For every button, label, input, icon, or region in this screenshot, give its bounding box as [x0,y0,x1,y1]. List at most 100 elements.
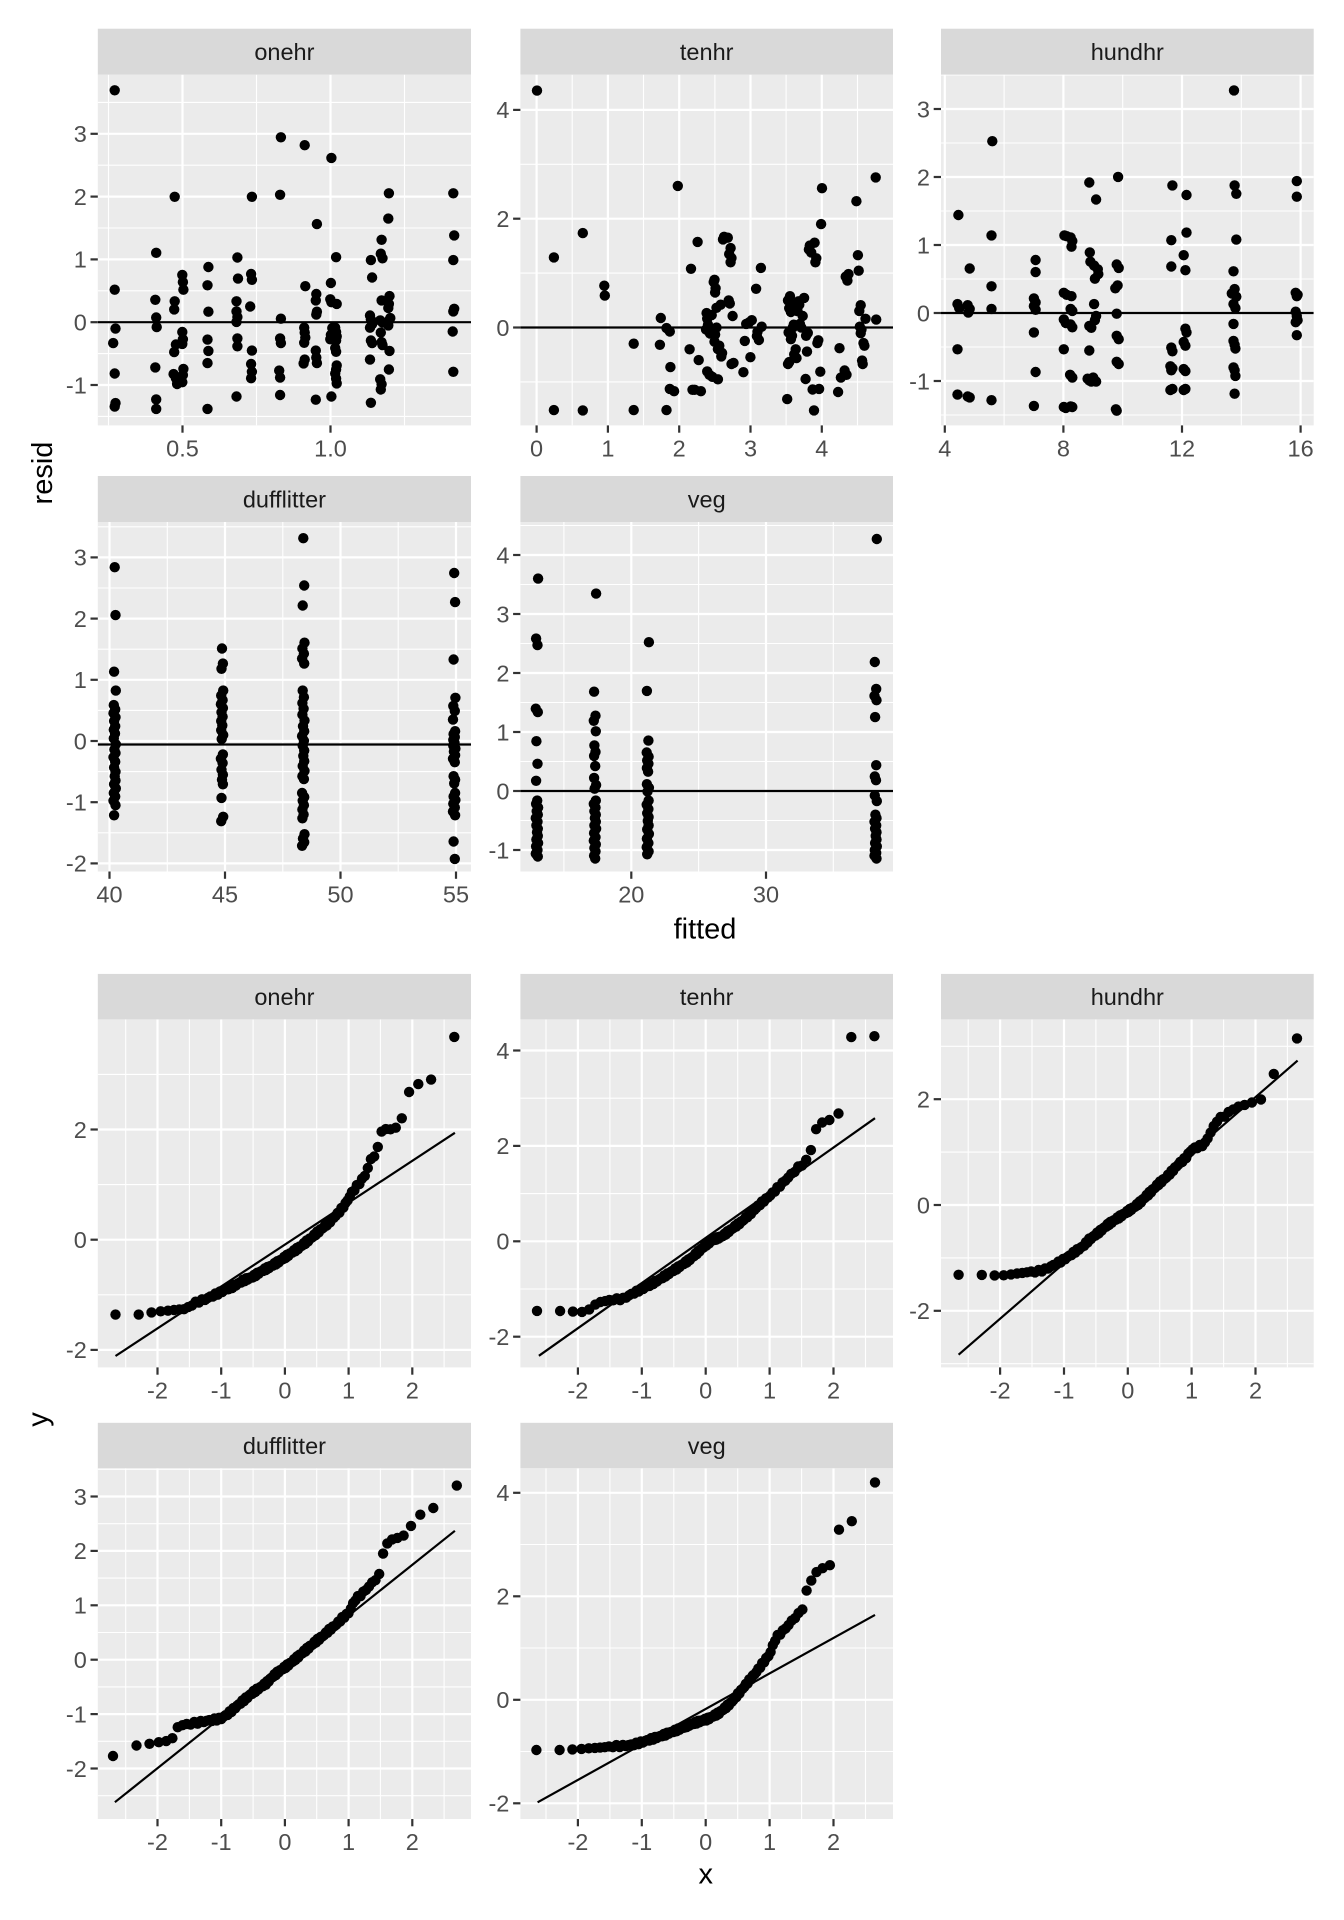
svg-text:1: 1 [342,1829,355,1855]
svg-text:1: 1 [601,435,614,461]
svg-text:0: 0 [278,1829,291,1855]
svg-text:2: 2 [74,1538,87,1564]
svg-text:1: 1 [763,1377,776,1403]
svg-text:4: 4 [496,1480,509,1506]
svg-text:1: 1 [917,232,930,258]
svg-text:2: 2 [496,660,509,686]
svg-text:onehr: onehr [254,984,314,1010]
svg-text:-2: -2 [66,1756,87,1782]
svg-text:0: 0 [699,1377,712,1403]
svg-text:2: 2 [496,1133,509,1159]
svg-text:4: 4 [815,435,828,461]
svg-text:0: 0 [74,310,87,336]
svg-text:0: 0 [496,315,509,341]
svg-text:0: 0 [917,300,930,326]
svg-text:1: 1 [1185,1377,1198,1403]
svg-text:3: 3 [744,435,757,461]
svg-text:1: 1 [496,719,509,745]
svg-text:0: 0 [496,1687,509,1713]
svg-text:veg: veg [688,1433,726,1459]
svg-text:0: 0 [1121,1377,1134,1403]
svg-text:-1: -1 [488,837,509,863]
svg-text:2: 2 [74,606,87,632]
svg-text:-1: -1 [909,368,930,394]
svg-text:50: 50 [327,882,353,908]
svg-text:0: 0 [278,1377,291,1403]
svg-text:3: 3 [496,601,509,627]
svg-text:-1: -1 [631,1829,652,1855]
svg-text:tenhr: tenhr [680,39,734,65]
svg-text:0.5: 0.5 [166,435,199,461]
svg-text:onehr: onehr [254,39,314,65]
svg-text:1: 1 [74,1593,87,1619]
svg-text:-1: -1 [1054,1377,1075,1403]
svg-text:-2: -2 [66,851,87,877]
svg-text:30: 30 [753,882,779,908]
svg-text:12: 12 [1169,435,1195,461]
svg-text:0: 0 [496,1229,509,1255]
svg-text:4: 4 [496,542,509,568]
svg-text:0: 0 [74,728,87,754]
svg-text:-2: -2 [488,1791,509,1817]
svg-text:1: 1 [74,247,87,273]
svg-text:veg: veg [688,486,726,512]
svg-text:40: 40 [96,882,122,908]
svg-text:0: 0 [74,1647,87,1673]
svg-text:16: 16 [1288,435,1314,461]
svg-text:-2: -2 [488,1324,509,1350]
svg-text:3: 3 [74,545,87,571]
svg-text:-1: -1 [66,1701,87,1727]
svg-text:-1: -1 [66,372,87,398]
svg-text:-2: -2 [567,1377,588,1403]
svg-text:1: 1 [342,1377,355,1403]
svg-text:2: 2 [827,1829,840,1855]
svg-text:-1: -1 [631,1377,652,1403]
svg-text:3: 3 [917,96,930,122]
svg-text:8: 8 [1057,435,1070,461]
svg-text:hundhr: hundhr [1091,984,1164,1010]
svg-text:-2: -2 [147,1377,168,1403]
svg-text:-2: -2 [567,1829,588,1855]
svg-text:2: 2 [496,206,509,232]
svg-text:0: 0 [496,778,509,804]
svg-text:3: 3 [74,121,87,147]
svg-text:0: 0 [917,1192,930,1218]
svg-text:0: 0 [699,1829,712,1855]
svg-text:4: 4 [938,435,951,461]
svg-text:0: 0 [74,1227,87,1253]
svg-text:y: y [23,1412,55,1427]
svg-text:dufflitter: dufflitter [243,1433,326,1459]
svg-text:2: 2 [406,1377,419,1403]
svg-text:-2: -2 [66,1337,87,1363]
svg-text:2: 2 [917,1087,930,1113]
svg-text:3: 3 [74,1484,87,1510]
svg-text:-1: -1 [211,1377,232,1403]
svg-text:2: 2 [496,1584,509,1610]
svg-text:2: 2 [74,184,87,210]
svg-text:fitted: fitted [674,914,737,946]
svg-text:2: 2 [827,1377,840,1403]
svg-text:1: 1 [763,1829,776,1855]
svg-text:2: 2 [74,1117,87,1143]
svg-text:2: 2 [1249,1377,1262,1403]
svg-text:-1: -1 [211,1829,232,1855]
svg-text:resid: resid [27,442,59,505]
svg-text:2: 2 [917,164,930,190]
svg-text:4: 4 [496,1038,509,1064]
svg-text:0: 0 [530,435,543,461]
svg-text:-2: -2 [990,1377,1011,1403]
svg-text:dufflitter: dufflitter [243,486,326,512]
svg-text:tenhr: tenhr [680,984,734,1010]
svg-text:hundhr: hundhr [1091,39,1164,65]
svg-text:45: 45 [212,882,238,908]
svg-text:20: 20 [618,882,644,908]
svg-text:2: 2 [406,1829,419,1855]
svg-text:-1: -1 [66,790,87,816]
svg-text:2: 2 [673,435,686,461]
svg-text:55: 55 [443,882,469,908]
svg-text:4: 4 [496,97,509,123]
svg-text:1.0: 1.0 [314,435,347,461]
svg-text:x: x [698,1859,713,1891]
svg-text:-2: -2 [909,1298,930,1324]
svg-text:-2: -2 [147,1829,168,1855]
